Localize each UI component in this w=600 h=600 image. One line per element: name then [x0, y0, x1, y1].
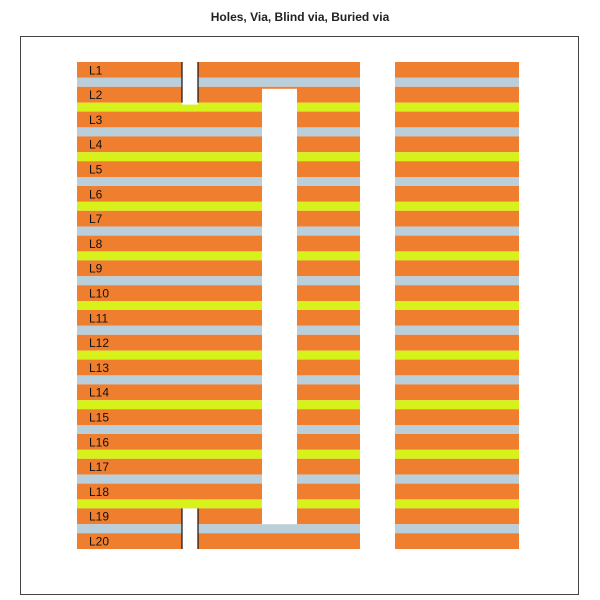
copper-layer-l11 — [77, 310, 519, 326]
core-layer-19 — [77, 524, 519, 534]
copper-layer-l12 — [77, 334, 519, 351]
core-layer-9 — [77, 276, 519, 286]
prepreg-layer-18 — [77, 499, 519, 509]
buried-via — [262, 88, 297, 525]
layer-label-l1: L1 — [89, 63, 103, 77]
copper-layer-l7 — [77, 210, 519, 227]
layer-label-l13: L13 — [89, 361, 109, 375]
layer-label-l15: L15 — [89, 411, 109, 425]
prepreg-layer-6 — [77, 201, 519, 211]
copper-layer-l13 — [77, 359, 519, 376]
prepreg-layer-10 — [77, 301, 519, 310]
layer-label-l2: L2 — [89, 88, 103, 102]
prepreg-layer-2 — [77, 102, 519, 112]
copper-layer-l5 — [77, 161, 519, 177]
prepreg-layer-4 — [77, 152, 519, 162]
layer-label-l9: L9 — [89, 262, 103, 276]
layer-label-l6: L6 — [89, 187, 103, 201]
prepreg-layer-16 — [77, 449, 519, 459]
copper-layer-l15 — [77, 409, 519, 425]
copper-layer-l14 — [77, 384, 519, 401]
copper-layer-l17 — [77, 458, 519, 475]
core-layer-3 — [77, 127, 519, 137]
prepreg-layer-12 — [77, 350, 519, 360]
layer-label-l4: L4 — [89, 138, 103, 152]
prepreg-layer-8 — [77, 251, 519, 261]
core-layer-1 — [77, 77, 519, 87]
copper-layer-l1 — [77, 62, 519, 78]
diagram-title: Holes, Via, Blind via, Buried via — [210, 10, 390, 24]
layer-label-l3: L3 — [89, 113, 103, 127]
blind-via-bottom — [182, 508, 198, 550]
core-layer-5 — [77, 177, 519, 186]
copper-layer-l10 — [77, 285, 519, 301]
copper-layer-l16 — [77, 434, 519, 450]
through-hole — [360, 61, 395, 550]
core-layer-11 — [77, 325, 519, 335]
layer-label-l8: L8 — [89, 237, 103, 251]
layer-label-l20: L20 — [89, 535, 109, 549]
layer-label-l7: L7 — [89, 212, 103, 226]
copper-layer-l2 — [77, 86, 519, 103]
diagram-frame — [20, 36, 579, 595]
blind-via-top — [182, 61, 198, 105]
layer-label-l19: L19 — [89, 510, 109, 524]
prepreg-layer-14 — [77, 400, 519, 410]
copper-layer-l4 — [77, 136, 519, 153]
core-layer-17 — [77, 474, 519, 484]
copper-layer-l6 — [77, 186, 519, 202]
core-layer-15 — [77, 425, 519, 434]
layer-label-l16: L16 — [89, 435, 109, 449]
core-layer-7 — [77, 226, 519, 236]
copper-layer-l3 — [77, 111, 519, 128]
copper-layer-l8 — [77, 235, 519, 252]
copper-layer-l20 — [77, 533, 519, 549]
layer-label-l11: L11 — [89, 311, 108, 325]
copper-layer-l18 — [77, 483, 519, 500]
layer-label-l18: L18 — [89, 485, 109, 499]
copper-layer-l19 — [77, 508, 519, 525]
layer-label-l5: L5 — [89, 163, 103, 177]
layer-label-l12: L12 — [89, 336, 109, 350]
layer-label-l10: L10 — [89, 287, 109, 301]
copper-layer-l9 — [77, 260, 519, 277]
layer-label-l17: L17 — [89, 460, 109, 474]
core-layer-13 — [77, 375, 519, 385]
layer-label-l14: L14 — [89, 386, 109, 400]
